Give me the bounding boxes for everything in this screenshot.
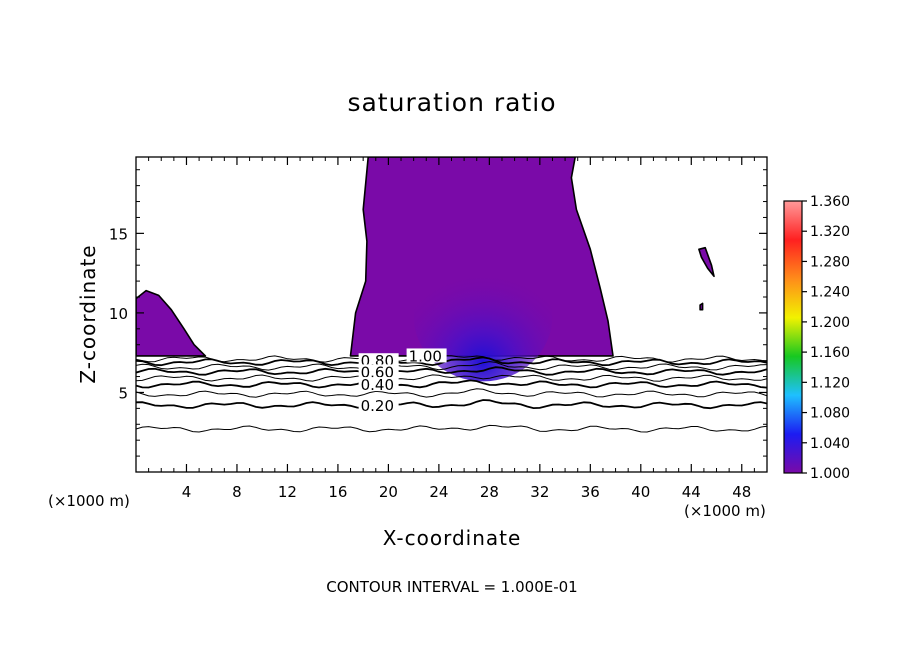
- contour-interval-label: CONTOUR INTERVAL = 1.000E-01: [326, 578, 578, 596]
- contour-labels: 0.80 1.000.600.400.20: [358, 347, 447, 415]
- contour-line-0.3: [136, 388, 767, 398]
- contour-lines: [136, 355, 767, 433]
- x-tick-label: 40: [631, 483, 650, 501]
- colorbar-tick-label: 1.320: [810, 224, 850, 240]
- region-0: [136, 289, 207, 357]
- x-tick-label: 4: [182, 483, 192, 501]
- contour-label: 0.40: [361, 376, 394, 394]
- contour-label: 1.00: [409, 347, 442, 365]
- x-unit-label: (×1000 m): [684, 502, 766, 520]
- x-tick-label: 24: [429, 483, 448, 501]
- contour-line-0.4: [136, 379, 767, 389]
- region-2: [698, 246, 715, 278]
- x-tick-label: 48: [732, 483, 751, 501]
- colorbar-tick-label: 1.200: [810, 315, 850, 331]
- y-tick-label: 10: [109, 305, 128, 323]
- contour-line-0.5: [136, 374, 767, 382]
- colorbar-tick-label: 1.280: [810, 254, 850, 270]
- x-axis-label: X-coordinate: [382, 526, 522, 550]
- x-tick-label: 12: [278, 483, 297, 501]
- updraft-core-shading: [413, 250, 553, 382]
- contour-line-0.9: [136, 355, 767, 363]
- colorbar-tick-label: 1.160: [810, 345, 850, 361]
- contour-label-bg: [358, 397, 399, 412]
- contour-line-0.6: [136, 366, 767, 376]
- chart-title: saturation ratio: [347, 88, 557, 117]
- x-tick-label: 32: [530, 483, 549, 501]
- contour-line-0.7: [136, 361, 767, 371]
- x-tick-label: 8: [232, 483, 242, 501]
- y-tick-label: 15: [109, 225, 128, 243]
- updraft-core: [413, 250, 553, 382]
- x-tick-label: 36: [581, 483, 600, 501]
- contour-label-bg: [358, 353, 399, 368]
- colorbar-tick-label: 1.360: [810, 194, 850, 210]
- colorbar-tick-label: 1.000: [810, 466, 850, 482]
- contour-label: 0.60: [361, 363, 394, 381]
- colorbar-tick-label: 1.080: [810, 406, 850, 422]
- y-tick-label: 5: [118, 384, 128, 402]
- colorbar: 1.360 1.320 1.280 1.240 1.200 1.160 1.120 1.080…: [783, 194, 850, 482]
- colorbar-bar: [783, 200, 803, 474]
- x-tick-label: 20: [379, 483, 398, 501]
- x-tick-label: 44: [682, 483, 701, 501]
- x-tick-label: 16: [328, 483, 347, 501]
- x-tick-label: 28: [480, 483, 499, 501]
- colorbar-tick-label: 1.240: [810, 285, 850, 301]
- colorbar-tick-label: 1.040: [810, 436, 850, 452]
- contour-label-bg: [406, 348, 447, 363]
- region-3: [699, 302, 704, 311]
- z-unit-label: (×1000 m): [48, 492, 130, 510]
- contour-label-bg: [358, 377, 399, 392]
- contour-label: 0.20: [361, 397, 394, 415]
- contour-line-0.1: [136, 424, 767, 433]
- contour-label-bg: [358, 364, 399, 379]
- colorbar-tick-label: 1.120: [810, 375, 850, 391]
- contour-line-0.2: [136, 399, 767, 410]
